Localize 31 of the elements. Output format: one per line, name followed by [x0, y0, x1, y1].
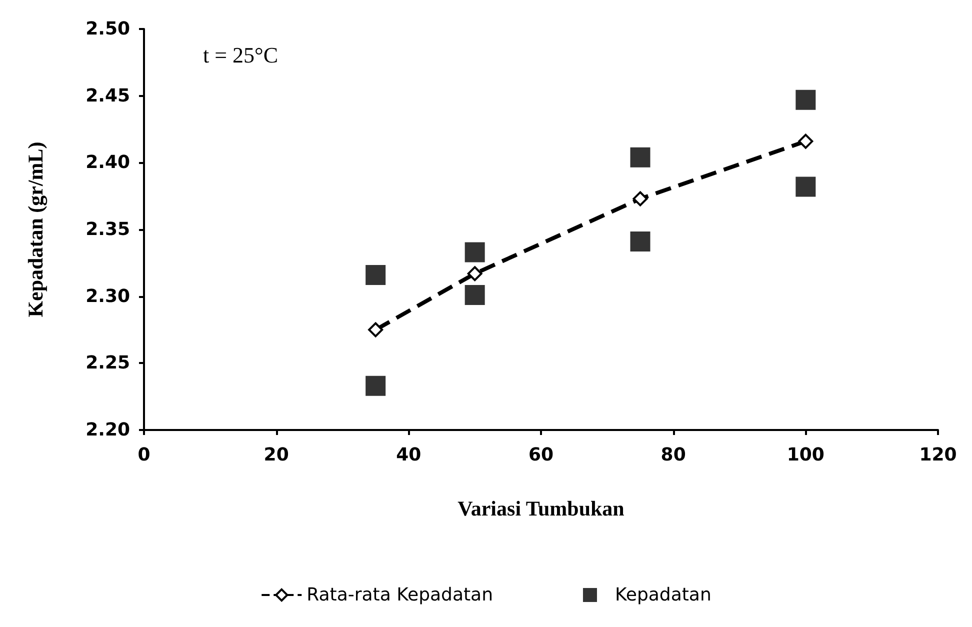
y-tick-label: 2.40: [86, 152, 130, 174]
x-tick-label: 0: [138, 444, 150, 466]
point: [796, 176, 816, 197]
x-tick-label: 20: [264, 444, 289, 466]
point: [366, 376, 386, 396]
point: [630, 147, 650, 168]
annotation: t = 25°C: [203, 42, 278, 68]
y-tick-label: 2.35: [86, 219, 130, 240]
point: [796, 90, 816, 110]
x-tick-label: 120: [919, 444, 957, 466]
point: [798, 134, 814, 149]
legend-label: Rata-rata Kepadatan: [306, 584, 493, 606]
legend-label: Kepadatan: [614, 584, 712, 606]
x-tick-label: 40: [396, 444, 422, 466]
y-tick-label: 2.30: [86, 286, 130, 307]
y-tick-label: 2.45: [86, 85, 130, 106]
x-axis-title: Variasi Tumbukan: [458, 496, 625, 520]
x-tick-label: 80: [660, 444, 686, 466]
point: [366, 264, 386, 285]
point: [368, 322, 384, 338]
point: [464, 284, 485, 305]
x-tick-label: 100: [786, 444, 824, 466]
y-tick-label: 2.50: [86, 18, 130, 40]
point: [632, 191, 648, 206]
y-tick-label: 2.25: [86, 352, 130, 374]
point: [630, 232, 650, 252]
y-axis-title: Kepadatan (gr/mL): [24, 142, 48, 318]
point: [464, 242, 485, 262]
y-tick-label: 2.20: [86, 420, 130, 440]
point: [467, 266, 482, 282]
x-tick-label: 60: [528, 444, 554, 466]
